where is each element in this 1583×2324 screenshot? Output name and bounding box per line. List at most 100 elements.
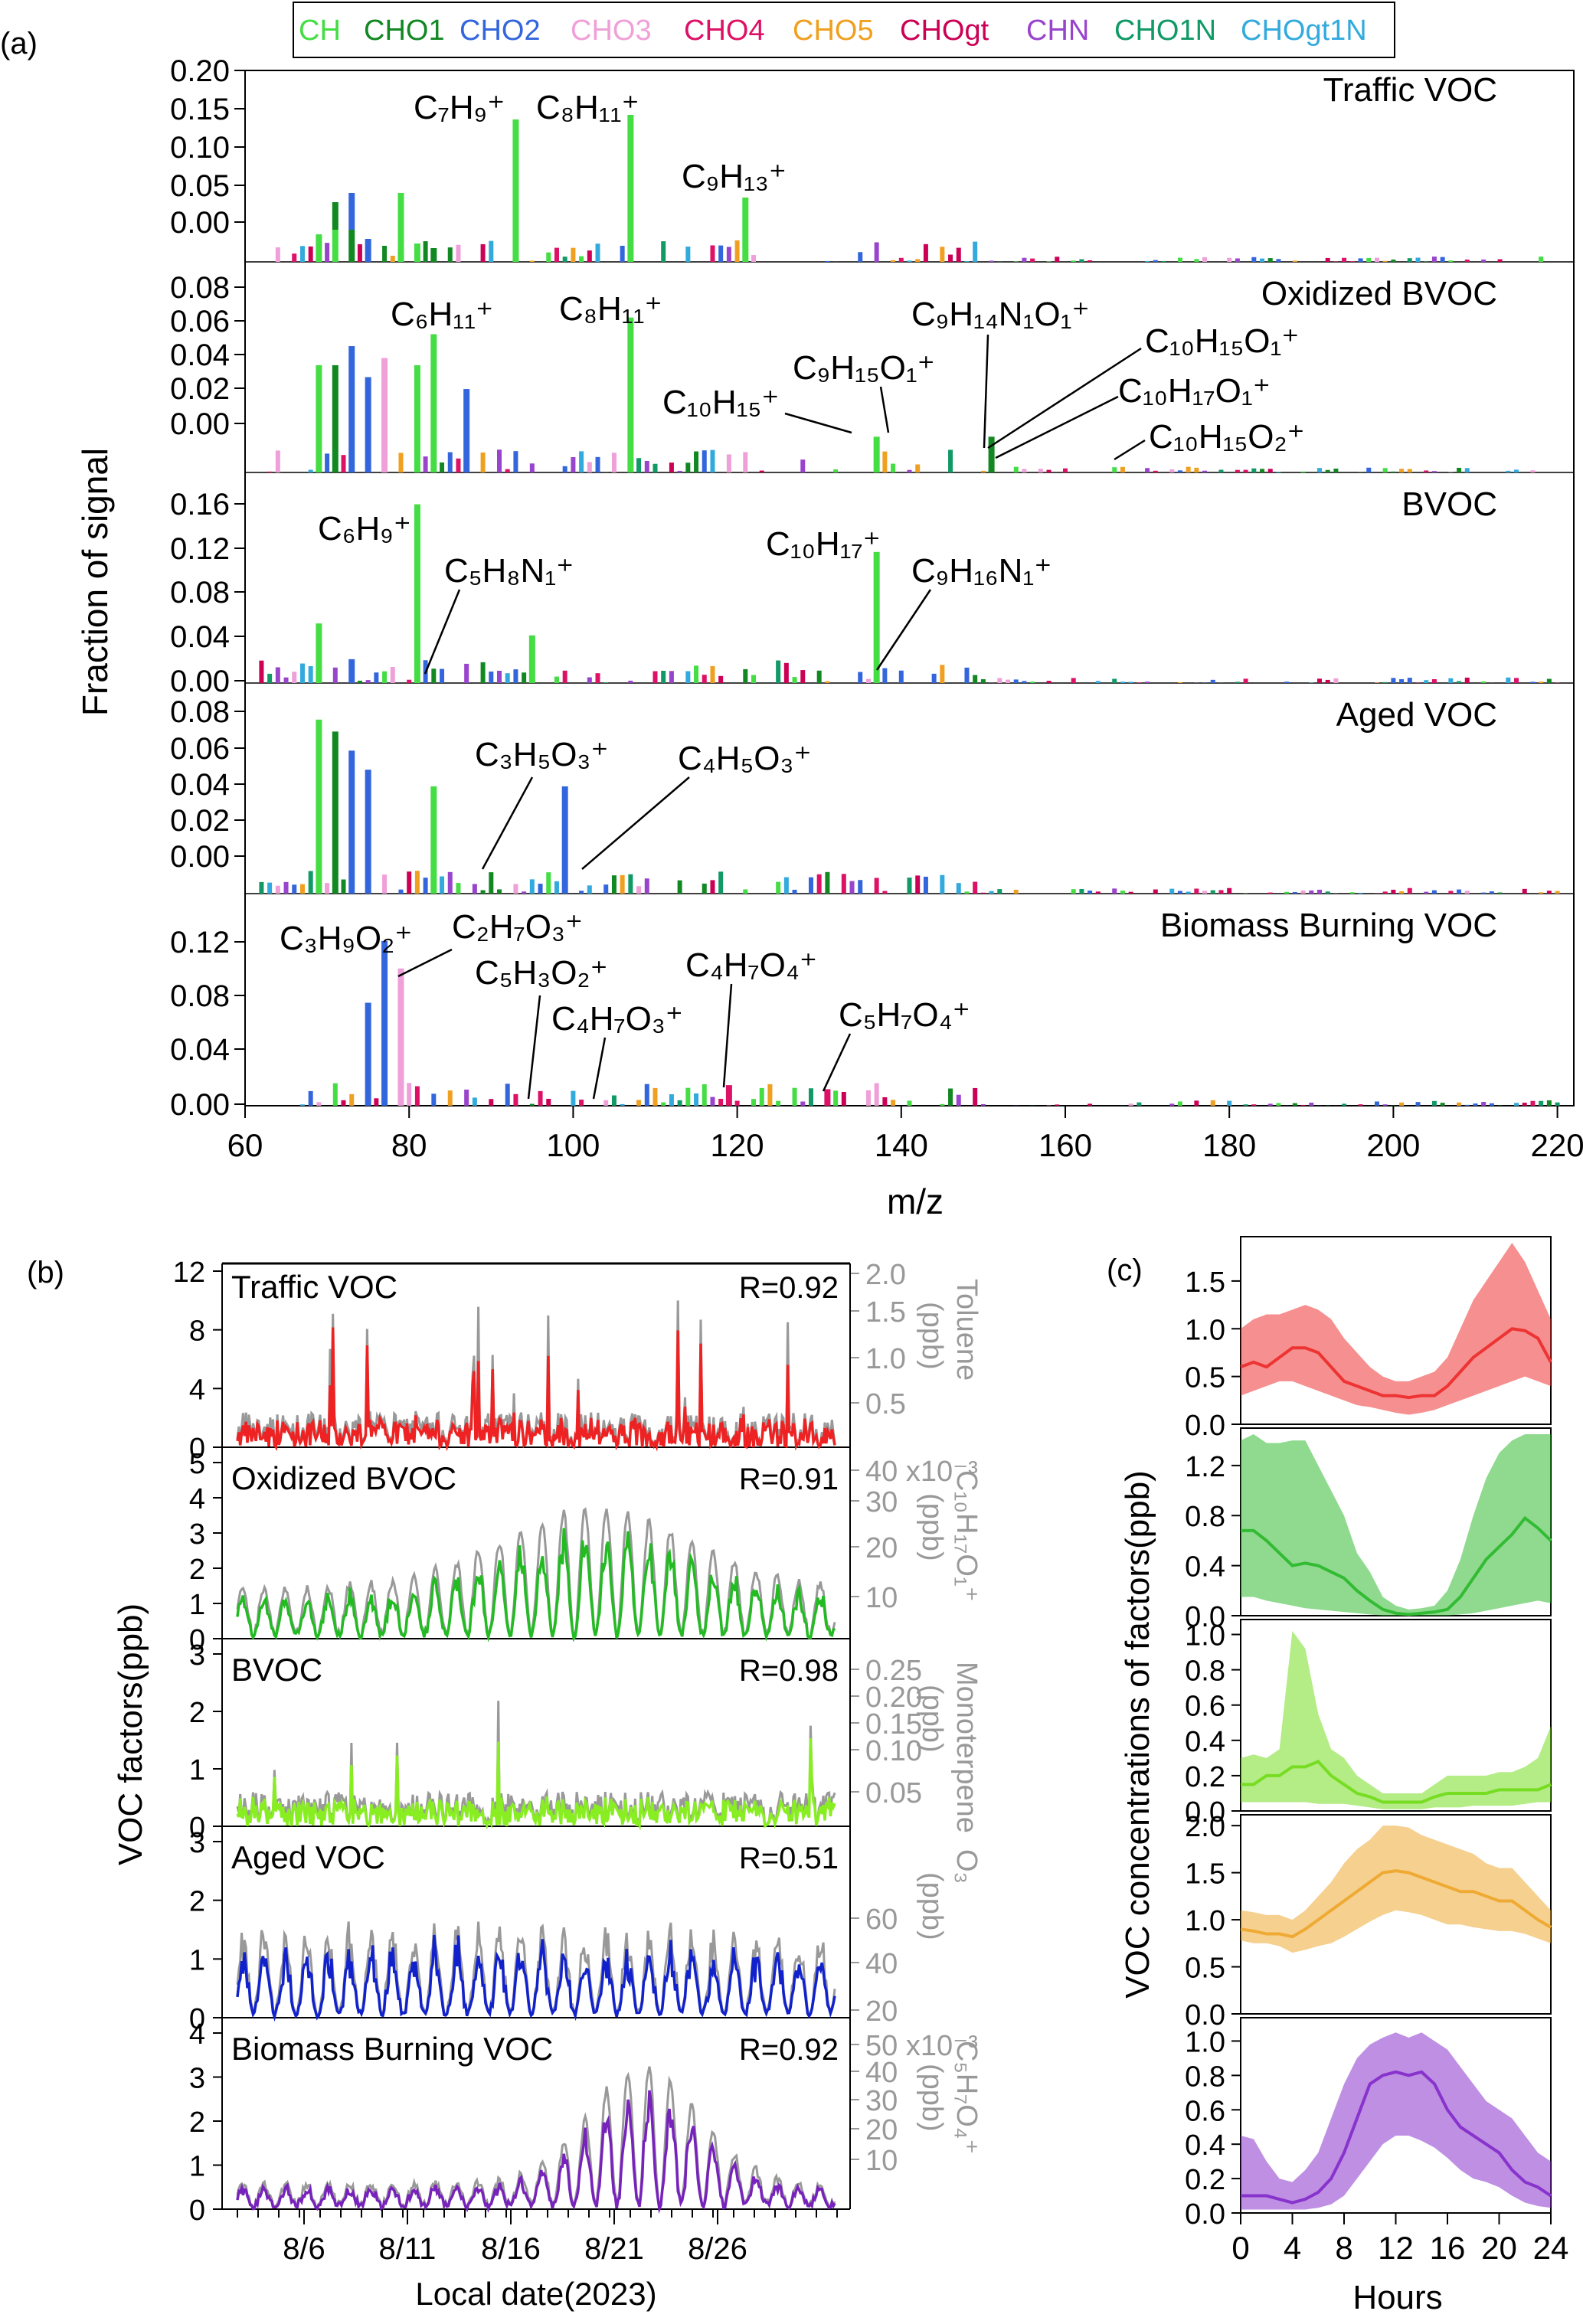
- mz-bar: [767, 1084, 773, 1106]
- mz-bar: [677, 470, 682, 472]
- mz-bar: [1177, 891, 1182, 894]
- mz-bar: [1055, 1104, 1060, 1106]
- mz-bar: [989, 260, 994, 262]
- mz-bar: [489, 671, 494, 683]
- mz-bar-major: [365, 377, 371, 472]
- mz-bar: [940, 247, 945, 262]
- mz-bar: [497, 449, 502, 472]
- date-tick-label: 8/21: [584, 2232, 644, 2266]
- mz-bar: [571, 1090, 576, 1106]
- y-tick-label: 0.10: [170, 131, 230, 165]
- mz-bar: [1514, 469, 1519, 472]
- mz-bar: [423, 878, 428, 894]
- mz-bar: [259, 881, 264, 894]
- y-tick-label: 0.06: [170, 732, 230, 766]
- mz-bar: [1218, 890, 1224, 894]
- mz-bar: [710, 1097, 715, 1106]
- mz-bar: [636, 1100, 642, 1106]
- y-tick-label: 0.08: [170, 271, 230, 305]
- mz-bar: [644, 460, 649, 472]
- ion-label-c3h9o2: C₃H₉O₂⁺: [280, 920, 412, 957]
- y-tick-label: 2: [189, 1697, 205, 1729]
- mz-bar: [1071, 260, 1076, 262]
- right-axis-unit: (ppb): [916, 1685, 948, 1753]
- ion-label-c10h17: C₁₀H₁₇⁺: [766, 525, 881, 563]
- mz-bar: [628, 874, 633, 894]
- mz-bar: [1243, 678, 1248, 683]
- mz-bar: [644, 878, 649, 894]
- mz-bar: [973, 1087, 978, 1106]
- mz-bar: [1251, 468, 1257, 472]
- panel-a: (a)Traffic VOC0.200.150.100.050.00Oxidiz…: [0, 2, 1583, 1221]
- mz-bar: [579, 1100, 584, 1106]
- y-tick-label: 0.04: [170, 338, 230, 372]
- leader-line: [875, 589, 932, 671]
- mz-bar: [1316, 468, 1322, 472]
- mz-bar: [956, 883, 961, 894]
- mz-bar: [710, 880, 715, 894]
- y-tick-label: 0: [189, 2003, 205, 2035]
- legend-item-cho1: CHO1: [364, 15, 445, 47]
- mz-bar: [1415, 257, 1421, 262]
- mz-bar: [1202, 470, 1208, 472]
- mz-bar: [332, 1083, 338, 1106]
- y-tick-label: 0.8: [1185, 1501, 1225, 1533]
- mz-bar: [800, 1101, 806, 1106]
- mz-bar: [1457, 1102, 1462, 1106]
- mz-bar: [554, 881, 559, 894]
- mz-bar: [980, 679, 986, 683]
- y-tick-label: 3: [189, 1639, 205, 1672]
- mz-bar-major: [348, 346, 355, 472]
- mz-bar: [595, 244, 600, 262]
- mz-bar: [489, 240, 494, 262]
- y-tick-label: 1.5: [1185, 1267, 1225, 1299]
- mz-bar: [275, 450, 280, 472]
- mz-bar: [644, 1084, 649, 1106]
- mz-bar: [1292, 260, 1297, 262]
- mz-bar: [1309, 890, 1314, 894]
- ion-label-c10h15o2: C₁₀H₁₅O₂⁺: [1149, 418, 1305, 456]
- mz-bar: [973, 241, 978, 262]
- ion-label-c2h7o3: C₂H₇O₃⁺: [452, 908, 583, 946]
- legend-item-cho2: CHO2: [460, 15, 541, 47]
- mz-bar: [522, 672, 527, 683]
- mz-bar: [390, 255, 395, 262]
- mz-bar: [882, 1097, 888, 1106]
- mz-bar: [1218, 469, 1224, 472]
- y-tick-label: 0.8: [1185, 2061, 1225, 2093]
- mz-bar: [1399, 1102, 1405, 1106]
- right-tick-label: 60: [865, 1904, 898, 1936]
- mz-bar: [1267, 892, 1273, 894]
- mz-bar: [792, 889, 797, 894]
- mz-bar: [841, 874, 846, 894]
- mz-bar: [1325, 679, 1330, 683]
- mz-bar: [325, 243, 330, 262]
- leader-line: [995, 395, 1119, 459]
- mz-bar: [710, 449, 715, 472]
- mz-bar: [907, 878, 912, 894]
- mz-bar: [1374, 257, 1379, 262]
- mz-bar: [923, 244, 928, 262]
- y-tick-label: 0.04: [170, 1033, 230, 1067]
- mz-bar: [1128, 1103, 1133, 1106]
- mz-bar: [841, 1092, 846, 1106]
- subplot-aged-voc: Aged VOC 0.080.060.040.020.00: [170, 695, 1574, 894]
- right-axis-unit: (ppb): [916, 2064, 948, 2132]
- mz-bar: [447, 247, 453, 262]
- mz-bar: [1415, 1102, 1421, 1106]
- mz-bar: [1457, 681, 1462, 683]
- mz-bar: [275, 247, 280, 262]
- ion-label-c9h14n1o1: C₉H₁₄N₁O₁⁺: [911, 296, 1090, 333]
- panel-c: (c) 1.51.00.50.01.20.80.40.01.00.80.60.40…: [1107, 1236, 1568, 2316]
- mz-bar: [308, 246, 313, 262]
- mz-bar: [1473, 1103, 1478, 1106]
- y-tick-label: 3: [189, 1827, 205, 1859]
- mz-bar-major: [873, 436, 880, 472]
- y-tick-label: 0.4: [1185, 2130, 1225, 2162]
- mz-bar: [1071, 678, 1076, 683]
- line-subplot-title: BVOC: [231, 1652, 322, 1688]
- y-tick-label: 12: [173, 1257, 205, 1289]
- mz-bar: [1095, 681, 1101, 683]
- leader-line: [592, 1037, 607, 1100]
- mz-bar-major: [397, 968, 404, 1106]
